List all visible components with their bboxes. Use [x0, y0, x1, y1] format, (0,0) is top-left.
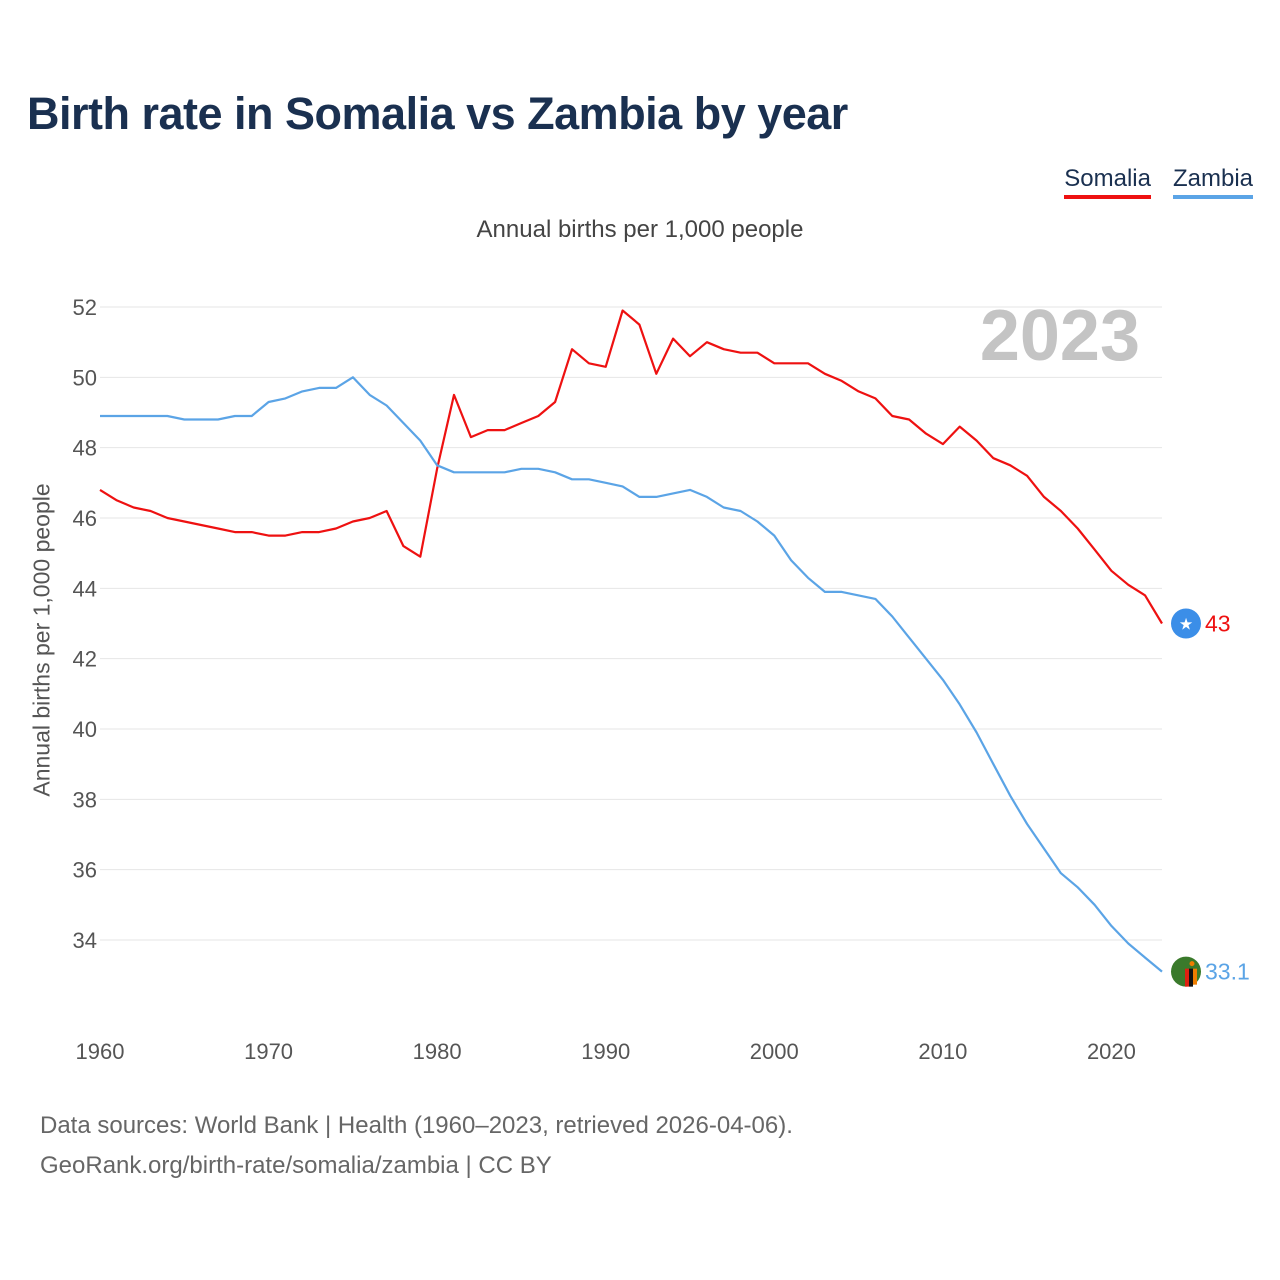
zambia-flag-icon — [1171, 956, 1201, 987]
footer-link[interactable]: GeoRank.org/birth-rate/somalia/zambia | … — [40, 1152, 552, 1179]
y-tick-34: 34 — [73, 928, 97, 953]
x-tick-1980: 1980 — [413, 1039, 462, 1064]
end-markers: ★ 43 33.1 — [1171, 608, 1250, 987]
x-tick-1970: 1970 — [244, 1039, 293, 1064]
y-tick-50: 50 — [73, 365, 97, 390]
y-tick-52: 52 — [73, 295, 97, 320]
x-tick-2010: 2010 — [918, 1039, 967, 1064]
legend: Somalia Zambia — [1064, 165, 1253, 199]
y-tick-44: 44 — [73, 576, 97, 601]
x-tick-1960: 1960 — [76, 1039, 125, 1064]
x-tick-labels: 1960 1970 1980 1990 2000 2010 2020 — [76, 1039, 1136, 1064]
zambia-eagle-icon — [1189, 961, 1195, 967]
end-label-zambia: 33.1 — [1205, 959, 1250, 985]
star-icon: ★ — [1179, 615, 1193, 634]
y-tick-46: 46 — [73, 506, 97, 531]
y-tick-38: 38 — [73, 787, 97, 812]
series-line-zambia — [100, 376, 1163, 973]
footer: Data sources: World Bank | Health (1960–… — [40, 1106, 793, 1186]
footer-sources: Data sources: World Bank | Health (1960–… — [40, 1112, 793, 1139]
chart-subtitle: Annual births per 1,000 people — [476, 216, 804, 243]
legend-item-zambia[interactable]: Zambia — [1172, 165, 1253, 199]
legend-item-somalia[interactable]: Somalia — [1064, 165, 1151, 199]
y-tick-42: 42 — [73, 647, 97, 672]
somalia-flag-icon: ★ — [1171, 608, 1201, 639]
y-tick-48: 48 — [73, 436, 97, 461]
zambia-flag-red-stripe — [1185, 968, 1189, 987]
end-label-somalia: 43 — [1205, 611, 1231, 637]
grid-lines — [100, 306, 1162, 941]
x-tick-1990: 1990 — [581, 1039, 630, 1064]
y-tick-labels: 34 36 38 40 42 44 46 48 50 52 — [73, 295, 97, 953]
zambia-flag-black-stripe — [1189, 968, 1193, 987]
zambia-flag-orange-stripe — [1193, 968, 1197, 985]
year-badge: 2023 — [980, 296, 1140, 376]
x-tick-2020: 2020 — [1087, 1039, 1136, 1064]
series-line-somalia — [99, 309, 1163, 625]
series-lines — [99, 309, 1163, 973]
somalia-flag-circle — [1171, 608, 1201, 639]
chart-title: Birth rate in Somalia vs Zambia by year — [27, 88, 848, 139]
y-tick-40: 40 — [73, 717, 97, 742]
y-tick-36: 36 — [73, 858, 97, 883]
x-tick-2000: 2000 — [750, 1039, 799, 1064]
